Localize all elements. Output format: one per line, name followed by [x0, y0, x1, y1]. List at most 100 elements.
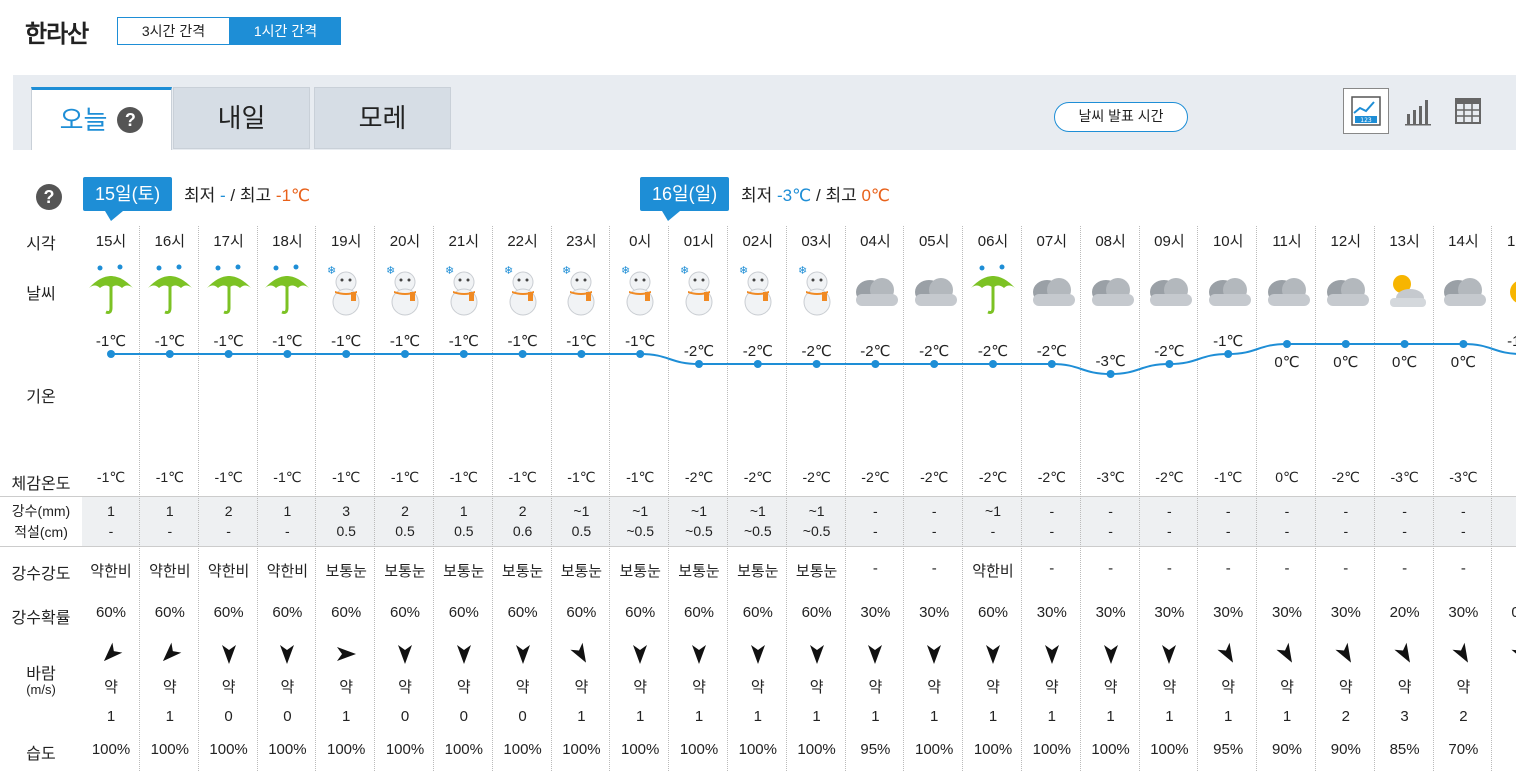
temp-label: -1℃	[154, 333, 185, 350]
table-view-button[interactable]	[1446, 88, 1492, 134]
temp-label: -1℃	[389, 333, 421, 350]
max-temp: -1℃	[275, 186, 311, 205]
precip-intensity: -	[872, 560, 878, 577]
humidity: 100%	[973, 741, 1013, 758]
temp-label: -2℃	[860, 343, 891, 360]
hour-time: 01시	[683, 233, 715, 250]
hour-time: 19시	[330, 233, 362, 250]
wind-arrow-icon	[217, 642, 241, 666]
row-label-snow: 적설(cm)	[14, 524, 68, 540]
precip-intensity: -	[1225, 560, 1231, 577]
wind-label: 약	[574, 679, 589, 696]
humidity: 100%	[209, 741, 248, 758]
precip-intensity: 보통눈	[795, 563, 838, 580]
interval-toggle: 3시간 간격 1시간 간격	[117, 17, 341, 45]
wind-arrow-icon	[746, 642, 770, 666]
column-divider	[139, 226, 140, 771]
hour-time: 13시	[1389, 233, 1420, 250]
hour-column: 02시 ❄ -2℃ -2℃ ~1 ~0.5 보통눈 60% 약 1 100%	[729, 226, 787, 771]
hour-column: 15시 -1℃ -1℃ 1- 약한비 60% 약 1 100%	[82, 226, 140, 771]
cloud-icon	[1321, 262, 1371, 318]
hour-column: 04시 -2℃ -2℃ - - -30% 약 1 95%	[846, 226, 905, 771]
temperature-point	[1165, 360, 1174, 368]
hour-column: 14시 0℃ -3℃ - - -30% 약 2 70%	[1434, 226, 1493, 771]
umbrella-rain-icon	[262, 262, 312, 318]
umbrella-rain-icon	[204, 262, 254, 318]
temp-label: -1℃	[331, 333, 362, 350]
temp-label: 0℃	[1450, 354, 1476, 371]
precip-intensity: 보통눈	[619, 563, 661, 580]
wind-label: 약	[1280, 679, 1294, 696]
help-icon-forecast[interactable]: ?	[36, 184, 62, 210]
svg-text:❄: ❄	[680, 264, 689, 277]
wind-speed: 1	[1165, 708, 1174, 725]
interval-1h-button[interactable]: 1시간 간격	[230, 17, 341, 45]
feels-temp: 0℃	[1275, 469, 1299, 485]
hour-time: 14시	[1448, 233, 1479, 250]
precip-band	[82, 496, 1516, 546]
wind-arrow-icon	[1040, 642, 1064, 666]
temperature-point	[107, 350, 115, 358]
wind-label: 약	[986, 679, 1000, 696]
precip-amount: 1-	[165, 503, 174, 539]
line-chart-view-button[interactable]: 123	[1343, 88, 1389, 134]
precip-intensity: -	[1284, 560, 1290, 577]
precip-intensity: 약한비	[90, 563, 132, 580]
cloud-icon	[1086, 262, 1136, 318]
cloud-icon	[909, 262, 959, 318]
umbrella-rain-icon	[145, 262, 195, 318]
precip-amount: --	[1167, 503, 1172, 539]
minmax-day1: 최저 - / 최고 -1℃	[184, 181, 310, 206]
column-divider	[1315, 226, 1316, 771]
feels-temp: -2℃	[978, 469, 1008, 485]
bar-chart-view-button[interactable]	[1397, 88, 1443, 134]
wind-arrow-icon	[863, 642, 887, 666]
snowman-icon: ❄	[733, 262, 783, 318]
feels-temp: -3℃	[1390, 469, 1419, 485]
wind-label: 약	[1456, 679, 1471, 696]
precip-amount: 2 0.6	[512, 503, 533, 539]
precip-amount: 2-	[224, 503, 233, 539]
precip-prob: 30%	[860, 604, 891, 621]
column-divider	[1491, 226, 1493, 771]
svg-text:❄: ❄	[327, 264, 336, 277]
announce-time-button[interactable]: 날씨 발표 시간	[1054, 102, 1188, 132]
precip-intensity: 보통눈	[737, 563, 779, 580]
wind-arrow-icon	[687, 642, 711, 666]
tab-day-after[interactable]: 모레	[314, 87, 451, 149]
wind-speed: 1	[1282, 708, 1292, 725]
wind-label: 약	[1397, 679, 1412, 696]
tab-today[interactable]: 오늘?	[31, 87, 172, 150]
humidity: 100%	[91, 741, 131, 758]
temperature-point	[342, 350, 351, 358]
wind-speed: 3	[1400, 708, 1409, 725]
cloud-icon	[1438, 262, 1488, 318]
temp-label: -1℃	[213, 333, 244, 350]
precip-intensity: 보통눈	[501, 563, 544, 580]
precip-prob: 60%	[389, 604, 421, 621]
svg-text:❄: ❄	[621, 264, 630, 277]
hour-time: 22시	[507, 233, 538, 250]
max-label: 최고	[239, 186, 272, 205]
hour-column: 06시 -2℃ -2℃ ~1- 약한비 60% 약 1 100%	[964, 226, 1022, 771]
precip-prob: 60%	[331, 604, 362, 621]
snowman-icon: ❄	[380, 262, 430, 318]
snowman-icon: ❄	[792, 262, 842, 318]
column-divider	[1197, 226, 1199, 771]
column-divider	[903, 226, 905, 771]
feels-temp: -2℃	[861, 469, 890, 485]
hour-column: 21시 ❄ -1℃ -1℃ 1 0.5 보통눈 60% 약 0 100%	[435, 226, 493, 771]
precip-amount: ~1-	[985, 503, 1001, 539]
column-divider	[1373, 226, 1375, 771]
wind-label: 약	[456, 679, 471, 696]
hour-time: 20시	[389, 233, 421, 250]
column-divider	[1079, 226, 1081, 771]
precip-amount: ~1 ~0.5	[743, 503, 772, 539]
wind-label: 약	[1044, 679, 1059, 696]
hour-column: 09시 -2℃ -2℃ - - -30% 약 1 100%	[1140, 226, 1199, 771]
interval-3h-button[interactable]: 3시간 간격	[117, 17, 230, 45]
help-icon[interactable]: ?	[117, 106, 144, 133]
tab-tomorrow[interactable]: 내일	[173, 87, 310, 149]
wind-speed: 0	[400, 708, 410, 725]
precip-amount: 2 0.5	[395, 503, 415, 539]
